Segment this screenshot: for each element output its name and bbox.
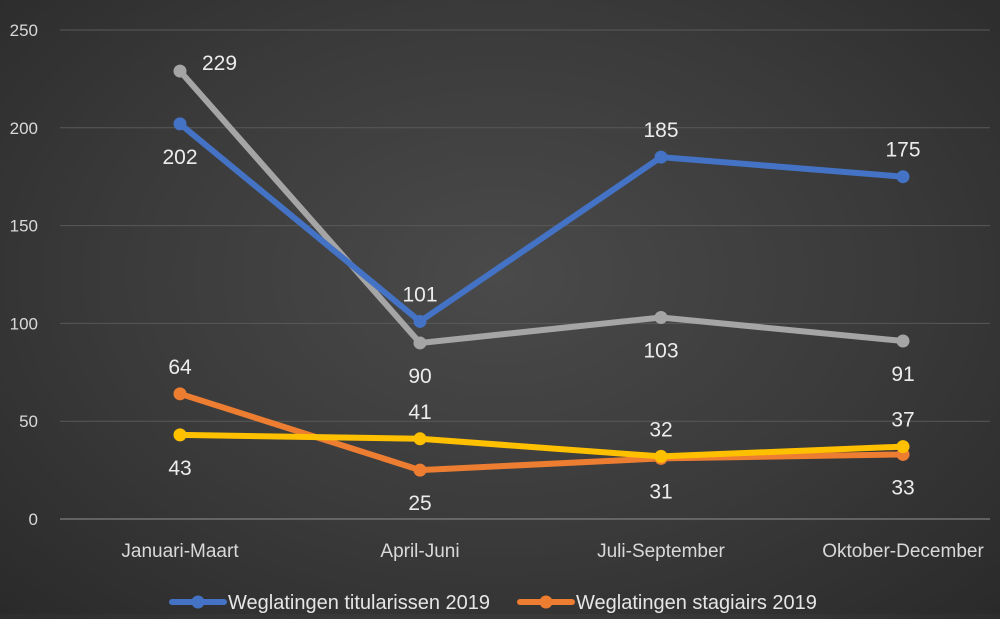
- y-tick-label: 150: [10, 217, 38, 236]
- y-tick-label: 200: [10, 119, 38, 138]
- legend-label: Weglatingen stagiairs 2019: [576, 592, 817, 614]
- data-label: 33: [891, 476, 914, 499]
- data-label: 185: [643, 119, 678, 142]
- x-tick-label: Juli-September: [597, 541, 725, 562]
- data-label: 90: [408, 365, 431, 388]
- series-layer: [173, 64, 910, 477]
- data-point: [413, 432, 427, 446]
- legend-swatch-marker: [191, 595, 205, 609]
- x-tick-label: April-Juni: [380, 541, 459, 562]
- series-line: [177, 390, 906, 474]
- data-point: [654, 449, 668, 463]
- data-label: 64: [168, 356, 192, 379]
- data-point: [654, 150, 668, 164]
- x-tick-label: Oktober-December: [822, 541, 984, 562]
- axis-layer: 0 50 100 150 200 250 Januari-Maart April-Juni Ju…: [10, 21, 990, 562]
- data-point: [173, 428, 187, 442]
- series-line: [177, 68, 906, 346]
- data-point: [413, 463, 427, 477]
- data-label: 41: [408, 401, 431, 424]
- data-label: 43: [168, 457, 191, 480]
- data-label: 229: [202, 52, 237, 75]
- data-point: [413, 336, 427, 350]
- data-label: 103: [643, 340, 678, 363]
- series-line: [177, 431, 906, 460]
- data-point: [896, 440, 910, 454]
- data-point: [173, 387, 187, 401]
- data-label: 31: [649, 480, 672, 503]
- data-label: 202: [162, 146, 197, 169]
- y-tick-label: 250: [10, 21, 38, 40]
- data-point: [413, 314, 427, 328]
- x-tick-label: Januari-Maart: [121, 541, 239, 562]
- data-point: [654, 311, 668, 325]
- data-label-layer: 229 90 103 91 202 101 185 175 64 25 31 33 43 41 32 37: [162, 52, 920, 515]
- y-tick-label: 0: [29, 510, 38, 529]
- legend-label: Weglatingen titularissen 2019: [228, 592, 490, 614]
- grid-layer: [60, 29, 990, 422]
- data-label: 25: [408, 492, 431, 515]
- legend: Weglatingen titularissen 2019 Weglatingen…: [169, 592, 817, 614]
- legend-swatch-marker: [539, 595, 553, 609]
- data-point: [896, 170, 910, 184]
- data-label: 32: [649, 418, 672, 441]
- data-point: [173, 64, 187, 78]
- y-tick-label: 100: [10, 314, 38, 333]
- series-line: [177, 120, 906, 325]
- data-label: 91: [891, 363, 914, 386]
- y-tick-label: 50: [19, 412, 38, 431]
- data-label: 175: [885, 139, 920, 162]
- data-point: [173, 117, 187, 131]
- data-label: 101: [402, 283, 437, 306]
- data-point: [896, 334, 910, 348]
- data-label: 37: [891, 409, 914, 432]
